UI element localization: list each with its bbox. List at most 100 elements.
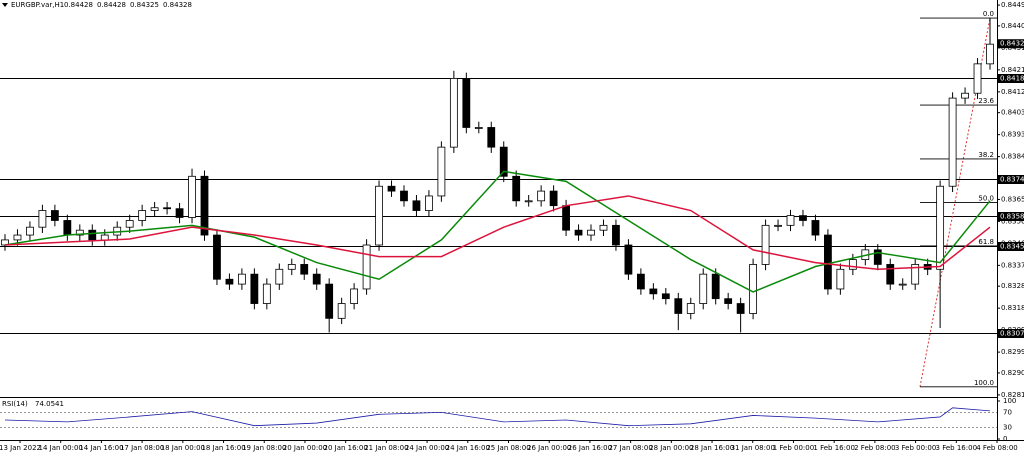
x-tick-label: 4 Feb 08:00 xyxy=(976,444,1017,452)
candle-body xyxy=(936,185,945,270)
candle-body xyxy=(587,229,595,236)
candle-body xyxy=(262,283,271,304)
candle-body xyxy=(462,78,471,128)
candle-body xyxy=(125,220,134,228)
candle-body xyxy=(898,283,907,286)
quote-value: 0.84325 xyxy=(130,1,159,9)
rsi-value: 74.0541 xyxy=(35,400,64,408)
candle-body xyxy=(848,259,857,270)
y-tick-label: 0.84215 xyxy=(1001,66,1024,74)
rsi-tick-label: 100 xyxy=(1003,397,1016,405)
candle-body xyxy=(824,234,832,290)
rsi-tick-label: 70 xyxy=(1003,408,1012,416)
candle-body xyxy=(88,229,97,241)
moving-average xyxy=(4,195,991,271)
x-tick-label: 18 Jan 16:00 xyxy=(201,444,245,452)
candle-body xyxy=(674,298,683,314)
candle-body xyxy=(375,185,383,246)
x-tick-label: 26 Jan 00:00 xyxy=(527,444,571,452)
candle-body xyxy=(387,185,396,192)
rsi-tick-label: 0 xyxy=(1003,435,1007,443)
level-label-bg xyxy=(998,329,1024,338)
candle-body xyxy=(649,288,658,295)
candle-body xyxy=(537,190,546,202)
candle-body xyxy=(487,127,496,148)
y-tick-label: 0.82905 xyxy=(1001,369,1024,377)
moving-average xyxy=(4,170,991,293)
y-tick-label: 0.84495 xyxy=(1001,1,1024,9)
candle-body xyxy=(312,273,321,285)
candle-body xyxy=(948,97,957,187)
x-tick-label: 28 Jan 00:00 xyxy=(649,444,693,452)
candle-body xyxy=(163,207,171,210)
candle-body xyxy=(13,234,22,241)
y-tick-label: 0.84405 xyxy=(1001,22,1024,30)
candle-body xyxy=(474,127,483,129)
x-tick-label: 20 Jan 00:00 xyxy=(283,444,327,452)
candle-body xyxy=(175,208,184,218)
candle-body xyxy=(100,234,109,241)
fib-label: 23.6 xyxy=(978,97,994,105)
candle-body xyxy=(237,273,246,285)
candle-body xyxy=(973,63,982,94)
level-label: 0.83582 xyxy=(1000,213,1024,221)
candle-body xyxy=(213,234,221,280)
x-tick-label: 21 Jan 08:00 xyxy=(364,444,408,452)
candle-body xyxy=(624,244,633,275)
y-tick-label: 0.83655 xyxy=(1001,195,1024,203)
x-tick-label: 17 Jan 08:00 xyxy=(120,444,164,452)
candle-body xyxy=(38,210,47,228)
level-label: 0.83076 xyxy=(1000,330,1024,338)
candle-body xyxy=(986,43,994,65)
x-tick-label: 24 Jan 16:00 xyxy=(446,444,490,452)
x-tick-label: 24 Jan 00:00 xyxy=(405,444,449,452)
candle-body xyxy=(499,146,508,177)
candle-body xyxy=(362,244,371,290)
x-tick-label: 3 Feb 16:00 xyxy=(936,444,977,452)
collapse-icon xyxy=(2,3,8,7)
candle-body xyxy=(325,283,334,319)
candle-body xyxy=(63,220,72,236)
symbol: EURGBP.var,H1 xyxy=(11,1,64,9)
candle-body xyxy=(761,224,770,265)
candle-body xyxy=(425,195,433,211)
x-tick-label: 3 Feb 00:00 xyxy=(895,444,936,452)
last-price-bg xyxy=(998,39,1024,49)
quote: 0.84428 0.84428 0.84325 0.84328 xyxy=(64,1,192,9)
candle-body xyxy=(350,288,359,304)
candle-body xyxy=(400,190,408,202)
rsi-tick-label: 30 xyxy=(1003,424,1012,432)
candle-body xyxy=(811,220,820,236)
candle-body xyxy=(774,224,782,227)
level-label-bg xyxy=(998,242,1024,251)
x-tick-label: 14 Jan 00:00 xyxy=(39,444,83,452)
x-tick-label: 13 Jan 2022 xyxy=(0,444,41,452)
candle-body xyxy=(836,268,845,290)
level-label-bg xyxy=(998,212,1024,221)
candle-body xyxy=(300,264,309,275)
level-label-bg xyxy=(998,175,1024,184)
candle-body xyxy=(574,229,583,236)
y-tick-label: 0.83935 xyxy=(1001,131,1024,139)
candle-body xyxy=(636,273,645,290)
quote-value: 0.84428 xyxy=(64,1,93,9)
candle-body xyxy=(138,210,147,221)
level-label: 0.83742 xyxy=(1000,176,1024,184)
rsi-line xyxy=(4,407,991,427)
last-price-label: 0.84328 xyxy=(1000,40,1024,48)
candle-body xyxy=(188,175,196,218)
candle-body xyxy=(786,215,795,226)
candle-body xyxy=(562,205,570,231)
candle-body xyxy=(75,229,84,236)
x-tick-label: 14 Jan 16:00 xyxy=(79,444,123,452)
candle-body xyxy=(711,273,720,300)
candle-body xyxy=(749,264,758,314)
x-tick-label: 19 Jan 08:00 xyxy=(242,444,286,452)
candle-body xyxy=(50,210,59,221)
